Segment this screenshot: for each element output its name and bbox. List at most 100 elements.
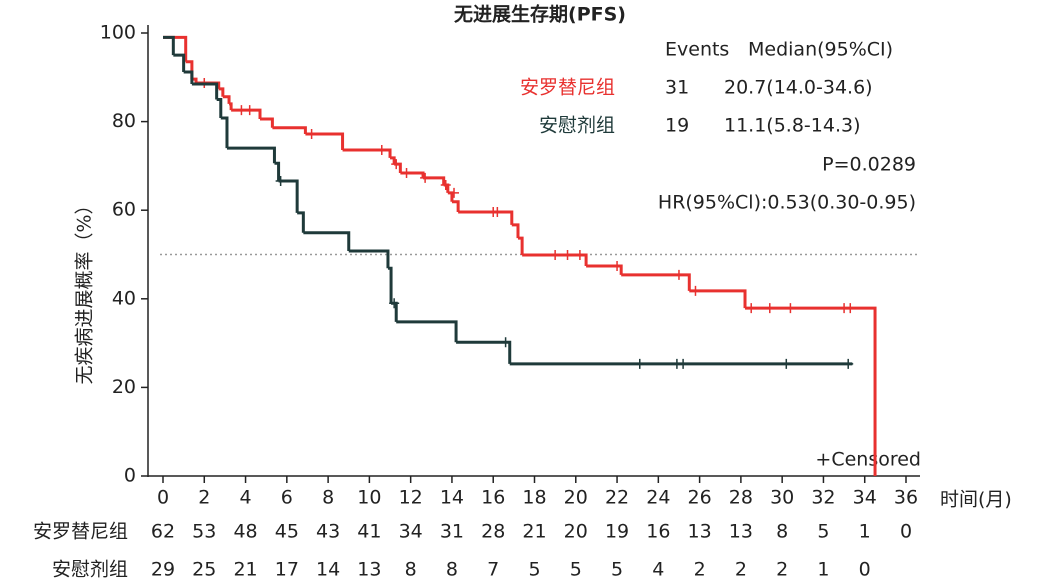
x-tick-label: 28 — [729, 487, 753, 509]
x-tick-label: 10 — [357, 487, 381, 509]
survival-step — [303, 231, 351, 251]
risk-count: 8 — [776, 521, 788, 543]
y-tick-label: 0 — [124, 465, 136, 487]
risk-count: 21 — [522, 521, 546, 543]
censor-mark — [306, 129, 317, 140]
censor-mark — [550, 249, 561, 260]
censor-mark — [420, 172, 431, 183]
p-value: P=0.0289 — [822, 154, 916, 176]
survival-step — [220, 116, 229, 149]
survival-step — [272, 126, 307, 135]
x-tick-label: 8 — [322, 487, 334, 509]
legend-header: Median(95%CI) — [748, 39, 893, 61]
survival-step — [621, 273, 691, 291]
survival-step — [297, 211, 305, 233]
x-tick-label: 30 — [770, 487, 794, 509]
survival-step — [586, 264, 623, 275]
censor-mark — [678, 358, 689, 369]
legend-median: 20.7(14.0-34.6) — [724, 77, 873, 99]
risk-count: 7 — [487, 559, 499, 581]
censor-mark — [376, 144, 387, 155]
x-tick-label: 12 — [399, 487, 423, 509]
risk-count: 1 — [859, 521, 871, 543]
risk-count: 8 — [405, 559, 417, 581]
survival-step — [396, 320, 458, 343]
risk-count: 2 — [694, 559, 706, 581]
censor-note: +Censored — [815, 449, 921, 471]
censor-mark — [634, 358, 645, 369]
censor-mark — [845, 303, 856, 314]
survival-step — [260, 117, 274, 128]
risk-count: 19 — [605, 521, 629, 543]
survival-step — [305, 132, 345, 150]
risk-row-label: 安罗替尼组 — [33, 521, 128, 543]
survival-step — [387, 266, 393, 304]
risk-count: 2 — [735, 559, 747, 581]
censor-mark — [562, 249, 573, 260]
risk-count: 0 — [900, 521, 912, 543]
censor-mark — [612, 261, 623, 272]
x-tick-label: 34 — [853, 487, 877, 509]
risk-count: 13 — [357, 559, 381, 581]
x-tick-label: 32 — [811, 487, 835, 509]
risk-count: 43 — [316, 521, 340, 543]
risk-count: 28 — [481, 521, 505, 543]
censor-mark — [440, 179, 451, 190]
risk-count: 0 — [859, 559, 871, 581]
x-tick-label: 20 — [564, 487, 588, 509]
risk-count: 5 — [611, 559, 623, 581]
survival-step — [423, 176, 446, 185]
risk-count: 20 — [564, 521, 588, 543]
censor-mark — [449, 187, 460, 198]
censor-mark — [574, 249, 585, 260]
survival-step — [517, 236, 524, 255]
survival-step — [522, 253, 588, 267]
chart-title: 无进展生存期(PFS) — [454, 3, 626, 26]
risk-count: 48 — [233, 521, 257, 543]
x-tick-label: 4 — [240, 487, 252, 509]
censor-mark — [391, 159, 402, 170]
legend-label: 安罗替尼组 — [520, 77, 615, 99]
y-tick-label: 80 — [112, 110, 136, 132]
y-tick-label: 100 — [100, 22, 136, 44]
risk-count: 2 — [776, 559, 788, 581]
hazard-ratio: HR(95%Cl):0.53(0.30-0.95) — [658, 192, 916, 214]
survival-step — [348, 249, 390, 269]
legend-median: 11.1(5.8-14.3) — [724, 115, 861, 137]
censor-mark — [781, 358, 792, 369]
risk-count: 5 — [528, 559, 540, 581]
survival-step — [191, 82, 219, 100]
survival-step — [183, 70, 194, 84]
survival-step — [390, 156, 396, 165]
censor-mark — [764, 303, 775, 314]
risk-count: 1 — [817, 559, 829, 581]
survival-step — [689, 289, 747, 309]
y-tick-label: 20 — [112, 376, 136, 398]
x-tick-label: 26 — [688, 487, 712, 509]
survival-step — [458, 210, 514, 225]
risk-count: 13 — [688, 521, 712, 543]
censor-mark — [690, 285, 701, 296]
x-tick-label: 16 — [481, 487, 505, 509]
survival-step — [231, 108, 262, 119]
risk-count: 17 — [275, 559, 299, 581]
censor-mark — [673, 269, 684, 280]
risk-count: 41 — [357, 521, 381, 543]
x-tick-label: 36 — [894, 487, 918, 509]
risk-row-label: 安慰剂组 — [52, 559, 128, 581]
risk-count: 16 — [646, 521, 670, 543]
survival-step — [342, 148, 392, 158]
censor-mark — [785, 303, 796, 314]
censor-mark — [500, 337, 511, 348]
risk-count: 34 — [399, 521, 423, 543]
survival-step — [451, 200, 460, 212]
risk-count: 31 — [440, 521, 464, 543]
survival-step — [229, 102, 233, 111]
survival-step — [226, 146, 276, 164]
survival-step — [216, 97, 223, 119]
survival-step — [447, 191, 454, 202]
risk-count: 5 — [570, 559, 582, 581]
risk-count: 62 — [151, 521, 175, 543]
censor-mark — [244, 105, 255, 116]
censor-mark — [492, 206, 503, 217]
